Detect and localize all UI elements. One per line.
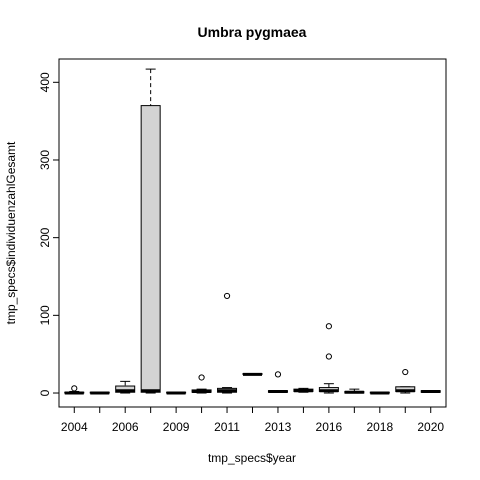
x-axis: 2004 2006 2009 2011 2013 2016 2018 2020: [61, 406, 444, 434]
y-tick-label: 100: [38, 305, 52, 325]
y-axis-label: tmp_specs$individuenzahlGesamt: [4, 141, 18, 324]
y-tick-label: 0: [38, 389, 52, 396]
box-2006: [115, 380, 136, 394]
box-2012: [242, 372, 263, 376]
box-2013: [267, 371, 288, 393]
y-axis: 0 100 200 300 400: [38, 72, 60, 396]
outlier-point: [402, 368, 409, 376]
box-2016: [318, 323, 339, 394]
outlier-point: [274, 371, 282, 378]
outlier-point: [71, 385, 78, 392]
box-2004: [64, 385, 85, 395]
x-tick-label: 2020: [417, 420, 444, 434]
outlier-point: [223, 292, 231, 300]
plot-frame: [58, 58, 447, 408]
box-2011: [217, 292, 238, 394]
outlier-point: [325, 323, 332, 330]
box-2020: [420, 389, 441, 393]
box-body: [140, 105, 161, 393]
outlier-point: [198, 374, 205, 381]
y-tick-label: 400: [38, 72, 52, 92]
box-2005: [89, 391, 110, 395]
x-tick-label: 2013: [265, 420, 292, 434]
box-2019: [395, 368, 416, 394]
x-tick-label: 2009: [163, 420, 190, 434]
box-2010: [191, 374, 212, 394]
y-tick-label: 300: [38, 150, 52, 170]
chart-title: Umbra pygmaea: [198, 24, 307, 40]
x-tick-label: 2006: [112, 420, 139, 434]
box-2018: [369, 391, 390, 395]
x-tick-label: 2004: [61, 420, 88, 434]
y-tick-label: 200: [38, 227, 52, 247]
x-tick-label: 2018: [366, 420, 393, 434]
box-2009: [166, 391, 187, 395]
boxes-layer: [64, 68, 441, 395]
x-axis-label: tmp_specs$year: [208, 451, 296, 465]
box-2017: [344, 388, 365, 394]
box-2007: [140, 68, 161, 394]
box-body: [115, 385, 136, 393]
box-2015: [293, 387, 314, 393]
x-tick-label: 2011: [214, 420, 240, 434]
x-tick-label: 2016: [316, 420, 343, 434]
outlier-point: [325, 353, 332, 360]
